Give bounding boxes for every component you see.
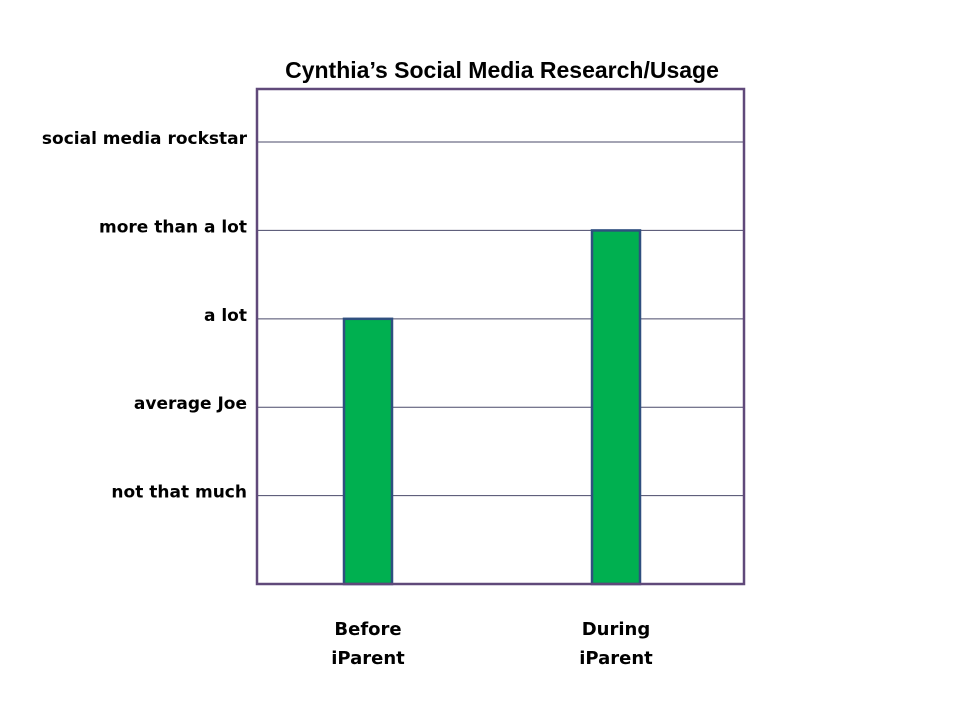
- y-tick-label: more than a lot: [99, 217, 247, 237]
- y-tick-labels: not that much average Joe a lot more than a…: [42, 129, 248, 503]
- x-category-label: Before: [334, 619, 401, 640]
- gridlines: [257, 141, 744, 497]
- x-category-label: iParent: [579, 648, 653, 669]
- y-tick-label: average Joe: [134, 394, 247, 414]
- plot-area-border: [255, 87, 746, 586]
- bar: [590, 229, 642, 586]
- y-tick-label: social media rockstar: [42, 129, 248, 149]
- x-category-labels: Before iParent During iParent: [331, 619, 653, 669]
- chart-title: Cynthia’s Social Media Research/Usage: [285, 57, 719, 83]
- bar: [342, 317, 394, 586]
- x-category-label: During: [582, 619, 651, 640]
- y-tick-label: a lot: [204, 306, 247, 326]
- y-tick-label: not that much: [111, 483, 247, 503]
- x-category-label: iParent: [331, 648, 405, 669]
